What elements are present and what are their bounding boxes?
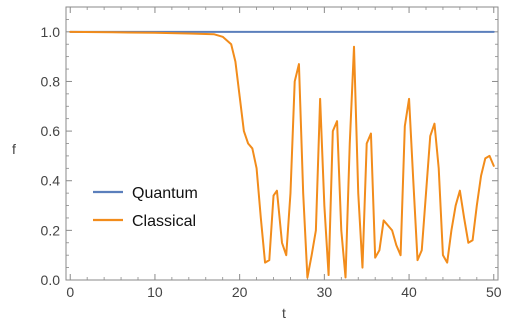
y-axis-title: f: [12, 141, 16, 157]
x-tick-label: 50: [486, 284, 502, 300]
legend-label-quantum: Quantum: [132, 185, 198, 202]
x-tick-label: 40: [401, 284, 417, 300]
x-tick-label: 30: [317, 284, 333, 300]
y-tick-label: 0.4: [41, 173, 61, 189]
x-axis-title: t: [282, 305, 286, 321]
y-tick-label: 0.8: [41, 73, 61, 89]
x-tick-label: 10: [147, 284, 163, 300]
legend-label-classical: Classical: [132, 213, 196, 230]
y-tick-label: 0.0: [41, 272, 61, 288]
y-tick-label: 0.2: [41, 222, 61, 238]
legend: Quantum Classical: [93, 185, 198, 230]
ticks-group: 0 10 20 30 40 50 0.0 0.2 0.4 0.6 0.8 1.0: [41, 7, 502, 300]
x-tick-label: 0: [66, 284, 74, 300]
series-line-classical: [69, 30, 495, 279]
y-tick-label: 1.0: [41, 24, 61, 40]
x-tick-label: 20: [232, 284, 248, 300]
series-lines: [69, 30, 495, 279]
y-tick-label: 0.6: [41, 123, 61, 139]
